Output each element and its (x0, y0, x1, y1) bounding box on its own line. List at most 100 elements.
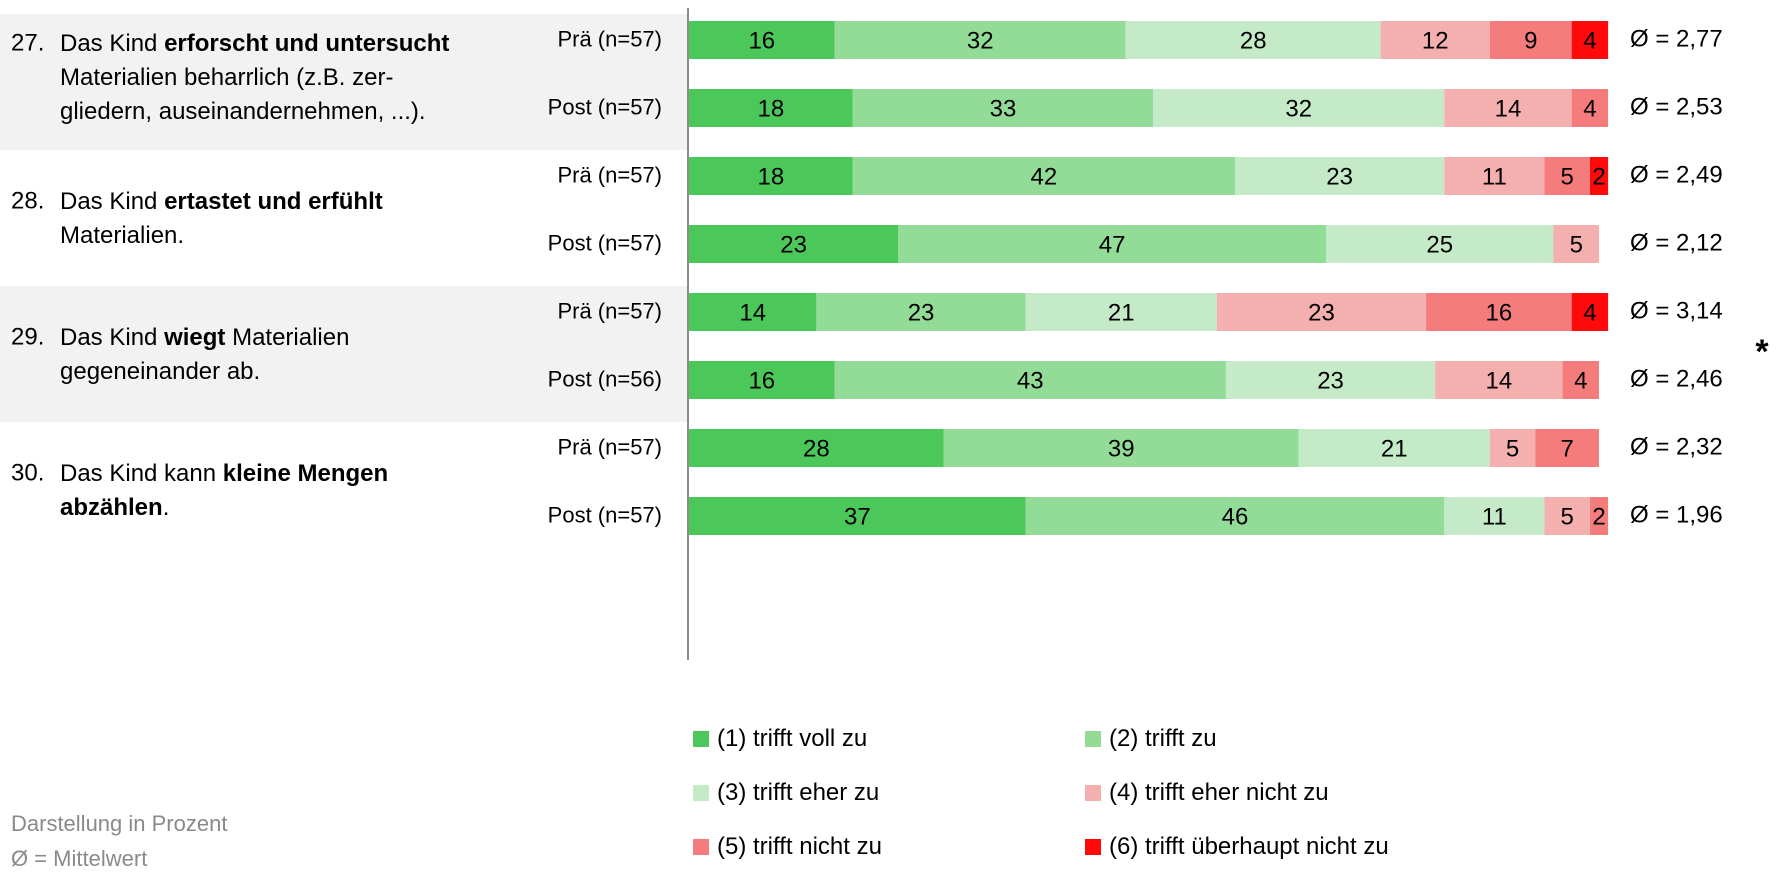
bar-value-label: 23 (1308, 300, 1335, 327)
bar-value-label: 14 (1486, 368, 1513, 395)
bar-segment (1125, 21, 1381, 59)
bar-value-label: 43 (1017, 368, 1044, 395)
bar-segment (1025, 293, 1217, 331)
bar-segment (1444, 157, 1545, 195)
bar-value-label: 37 (844, 504, 871, 531)
bar-value-label: 28 (803, 436, 830, 463)
legend-swatch (693, 785, 709, 801)
bar-value-label: 32 (1285, 96, 1312, 123)
bar-segment (1326, 225, 1554, 263)
item-text-line: Das Kind ertastet und erfühlt (60, 188, 383, 215)
row-mean: Ø = 2,53 (1630, 94, 1723, 121)
bar-value-label: 14 (1495, 96, 1522, 123)
legend-swatch (693, 839, 709, 855)
item-text-line: Das Kind kann kleine Mengen (60, 460, 388, 487)
bar-value-label: 39 (1108, 436, 1135, 463)
bar-segment (1444, 89, 1572, 127)
legend-label: (3) trifft eher zu (717, 779, 880, 806)
bar-value-label: 4 (1583, 96, 1596, 123)
bar-value-label: 21 (1108, 300, 1135, 327)
legend-label: (2) trifft zu (1109, 725, 1217, 752)
bar-value-label: 25 (1426, 232, 1453, 259)
row-mean: Ø = 2,77 (1630, 26, 1723, 53)
bar-segment (1589, 157, 1609, 195)
bar-segment (689, 225, 899, 263)
bar-value-label: 12 (1422, 28, 1449, 55)
row-label: Prä (n=57) (557, 299, 662, 324)
legend-swatch (693, 731, 709, 747)
row-label: Post (n=57) (548, 95, 662, 120)
bar-value-label: 16 (1486, 300, 1513, 327)
bar-value-label: 2 (1592, 504, 1605, 531)
bar-value-label: 32 (967, 28, 994, 55)
bar-value-label: 14 (739, 300, 766, 327)
bar-segment (1562, 361, 1599, 399)
bar-segment (834, 361, 1226, 399)
row-mean: Ø = 3,14 (1630, 298, 1723, 325)
row-mean: Ø = 2,32 (1630, 434, 1723, 461)
bar-segment (1489, 429, 1536, 467)
bar-value-label: 46 (1222, 504, 1249, 531)
bar-segment (1535, 429, 1599, 467)
bar-value-label: 47 (1099, 232, 1126, 259)
bar-value-label: 18 (758, 96, 785, 123)
bar-segment (852, 157, 1235, 195)
item-text-line: gegeneinander ab. (60, 358, 260, 385)
bar-value-label: 9 (1524, 28, 1537, 55)
bar-value-label: 28 (1240, 28, 1267, 55)
significance-marker: * (1755, 333, 1769, 371)
mean-note: Ø = Mittelwert (11, 846, 148, 871)
row-label: Post (n=57) (548, 231, 662, 256)
bar-segment (689, 429, 944, 467)
row-mean: Ø = 2,46 (1630, 366, 1723, 393)
bar-value-label: 16 (748, 28, 775, 55)
bar-segment (689, 497, 1026, 535)
bar-segment (1589, 497, 1609, 535)
bar-segment (1544, 497, 1590, 535)
bar-segment (1225, 361, 1436, 399)
bar-value-label: 5 (1560, 164, 1573, 191)
bar-segment (1544, 157, 1590, 195)
item-band (0, 14, 689, 150)
legend-item: (5) trifft nicht zu (693, 833, 882, 861)
bar-value-label: 23 (1317, 368, 1344, 395)
item-band (0, 286, 689, 422)
row-mean: Ø = 2,49 (1630, 162, 1723, 189)
row-mean: Ø = 2,12 (1630, 230, 1723, 257)
row-label: Post (n=57) (548, 503, 662, 528)
item-text-line: Materialien beharrlich (z.B. zer- (60, 64, 393, 91)
bar-value-label: 11 (1482, 164, 1507, 191)
bar-segment (689, 361, 835, 399)
bar-value-label: 5 (1570, 232, 1583, 259)
item-text-line: gliedern, auseinandernehmen, ...). (60, 98, 426, 125)
item-number: 28. (11, 188, 44, 215)
bar-value-label: 42 (1031, 164, 1058, 191)
bar-segment (1489, 21, 1572, 59)
item-number: 29. (11, 324, 44, 351)
bar-segment (1298, 429, 1490, 467)
bar-segment (898, 225, 1326, 263)
bar-segment (1426, 293, 1572, 331)
bar-segment (1235, 157, 1445, 195)
legend-item: (1) trifft voll zu (693, 725, 867, 753)
bar-value-label: 23 (1326, 164, 1353, 191)
bar-value-label: 23 (780, 232, 807, 259)
bar-segment (689, 21, 835, 59)
legend-item: (3) trifft eher zu (693, 779, 879, 807)
bar-segment (943, 429, 1299, 467)
stacked-bar-chart: 27. Das Kind erforscht und untersucht Mate… (0, 8, 1769, 660)
bar-value-label: 4 (1583, 28, 1596, 55)
bar-value-label: 5 (1560, 504, 1573, 531)
bar-segment (1216, 293, 1427, 331)
bar-segment (1435, 361, 1563, 399)
unit-note: Darstellung in Prozent (11, 811, 228, 836)
bar-value-label: 7 (1560, 436, 1573, 463)
bar-value-label: 23 (908, 300, 935, 327)
legend-item: (4) trifft eher nicht zu (1085, 779, 1329, 807)
bar-value-label: 5 (1506, 436, 1519, 463)
item-text-line: Das Kind erforscht und untersucht (60, 30, 449, 57)
row-label: Prä (n=57) (557, 27, 662, 52)
bar-segment (834, 21, 1126, 59)
bar-segment (852, 89, 1154, 127)
bar-segment (1571, 89, 1609, 127)
